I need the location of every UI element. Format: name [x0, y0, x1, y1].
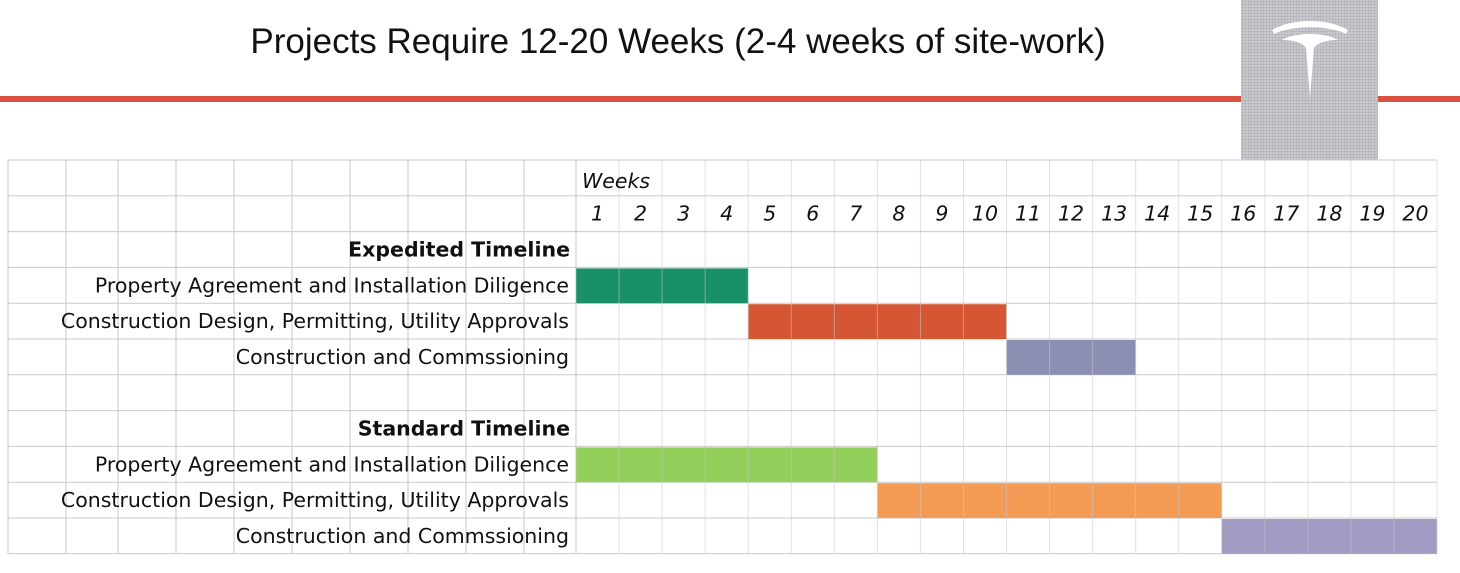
week-tick-label: 19	[1359, 202, 1385, 226]
weeks-axis-label: Weeks	[582, 169, 650, 193]
timeline-section-header: Expedited Timeline	[348, 238, 570, 262]
week-tick-label: 10	[972, 202, 998, 226]
gantt-grid	[7, 159, 1437, 555]
week-tick-label: 5	[763, 202, 776, 226]
gantt-bar	[1006, 340, 1136, 375]
gantt-bar	[1221, 519, 1437, 554]
week-tick-label: 14	[1144, 202, 1170, 226]
task-label: Construction and Commssioning	[236, 345, 569, 369]
page-title: Projects Require 12-20 Weeks (2-4 weeks …	[250, 22, 1106, 61]
week-tick-label: 3	[677, 202, 690, 226]
title-underline	[0, 96, 1460, 102]
logo-box	[1241, 0, 1378, 160]
tesla-logo-icon	[1272, 21, 1348, 98]
week-tick-label: 12	[1058, 202, 1084, 226]
week-tick-label: 4	[720, 202, 733, 226]
task-label: Construction and Commssioning	[236, 524, 569, 548]
week-tick-label: 16	[1230, 202, 1256, 226]
gantt-week-dividers	[575, 160, 1438, 554]
week-tick-label: 6	[806, 202, 819, 226]
week-tick-label: 9	[935, 202, 948, 226]
week-tick-label: 20	[1402, 202, 1428, 226]
week-tick-label: 11	[1015, 202, 1041, 226]
gantt-labels: Weeks 1 2 3 4 5 6 7 8 9 10 11 12 13 14 15 16 17 18 19 20Exp…	[61, 169, 1429, 548]
week-tick-label: 17	[1273, 202, 1299, 226]
gantt-bar	[576, 447, 878, 483]
week-tick-label: 18	[1316, 202, 1342, 226]
week-tick-label: 7	[849, 202, 862, 226]
week-tick-label: 2	[634, 202, 647, 226]
week-tick-label: 1	[591, 202, 604, 226]
week-tick-label: 8	[892, 202, 905, 226]
week-tick-label: 13	[1101, 202, 1127, 226]
task-label: Construction Design, Permitting, Utility…	[61, 309, 569, 333]
week-tick-label: 15	[1187, 202, 1213, 226]
task-label: Property Agreement and Installation Dili…	[95, 273, 569, 297]
task-label: Construction Design, Permitting, Utility…	[61, 488, 569, 512]
timeline-section-header: Standard Timeline	[358, 417, 570, 441]
task-label: Property Agreement and Installation Dili…	[95, 452, 569, 476]
